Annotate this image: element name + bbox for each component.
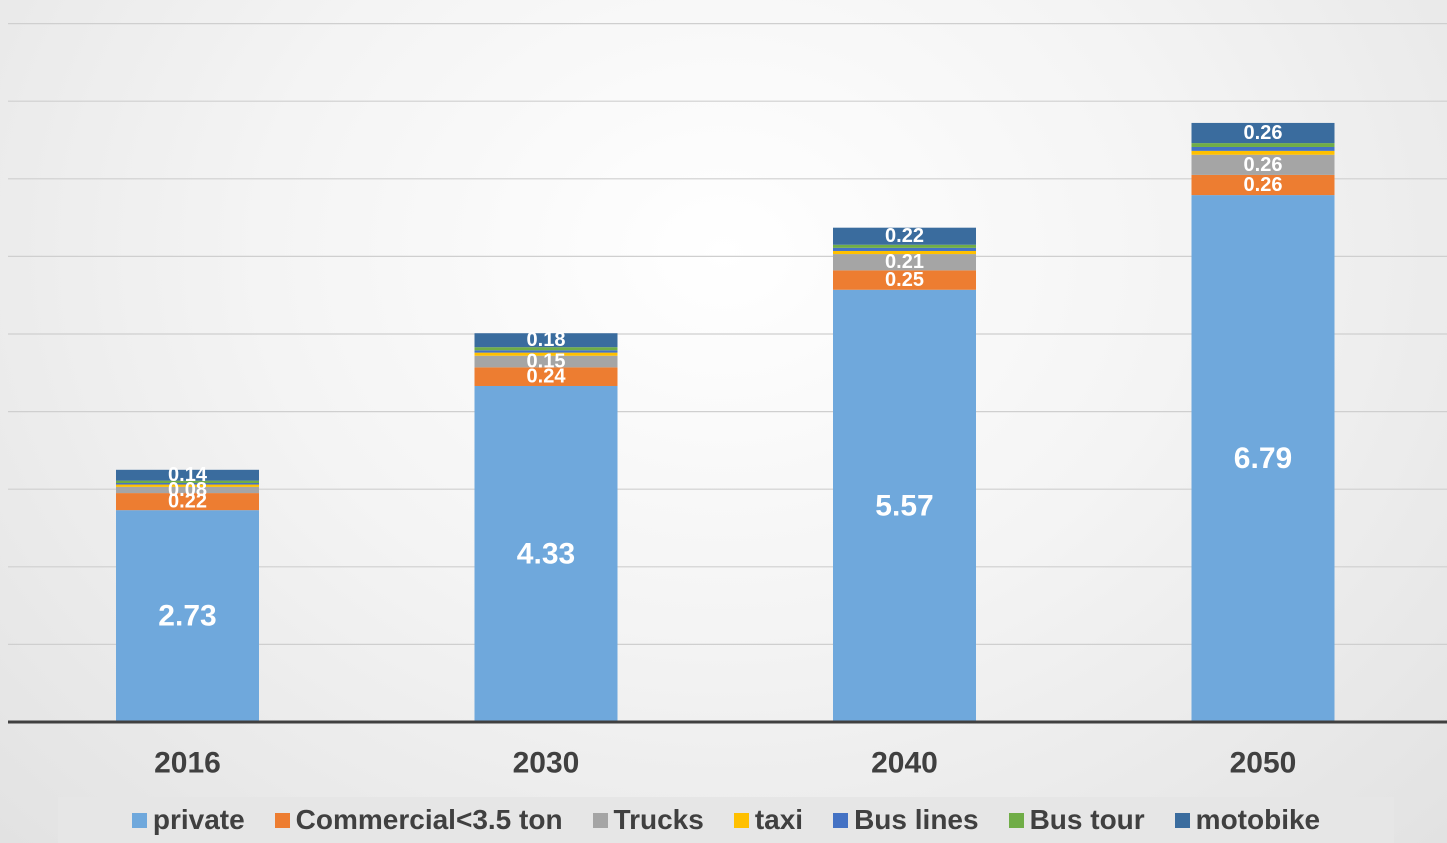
bar-segment-commercial-3-5-ton-2050 xyxy=(1191,174,1335,196)
bar-segment-private-2030 xyxy=(474,385,618,722)
legend-swatch-commercial-3-5-ton xyxy=(274,812,290,828)
bar-segment-bus-lines-2050 xyxy=(1191,146,1335,151)
data-label-private-2030: 4.33 xyxy=(517,537,575,570)
bar-segment-taxi-2040 xyxy=(833,250,976,255)
bar-segment-trucks-2040 xyxy=(833,254,976,271)
legend-swatch-taxi xyxy=(733,812,749,828)
data-label-private-2040: 5.57 xyxy=(875,489,933,522)
data-label-trucks-2040: 0.21 xyxy=(885,251,924,273)
bar-segment-trucks-2030 xyxy=(474,355,618,368)
bar-segment-taxi-2050 xyxy=(1191,150,1335,155)
data-label-motobike-2030: 0.18 xyxy=(527,329,566,351)
data-label-trucks-2030: 0.15 xyxy=(527,351,566,373)
bar-segment-bus-lines-2030 xyxy=(474,350,618,353)
legend-label-trucks: Trucks xyxy=(613,804,704,835)
legend-label-motobike: motobike xyxy=(1195,804,1321,835)
legend-label-commercial-3-5-ton: Commercial<3.5 ton xyxy=(295,804,563,835)
bar-segment-bus-tour-2030 xyxy=(474,347,618,351)
bar-segment-bus-tour-2040 xyxy=(833,244,976,248)
legend-swatch-bus-tour xyxy=(1008,812,1024,828)
bar-segment-bus-tour-2016 xyxy=(116,480,259,483)
legend-item-private: private xyxy=(131,804,245,836)
x-tick-label-2050: 2050 xyxy=(1230,747,1297,780)
data-label-motobike-2040: 0.22 xyxy=(885,225,924,247)
bar-segment-private-2040 xyxy=(833,289,976,722)
data-label-trucks-2050: 0.26 xyxy=(1244,154,1283,176)
legend-label-bus-lines: Bus lines xyxy=(854,804,979,835)
bar-segment-trucks-2016 xyxy=(116,486,259,494)
legend-item-commercial-3-5-ton: Commercial<3.5 ton xyxy=(274,804,563,836)
bar-segment-taxi-2016 xyxy=(116,484,259,487)
chart-legend: private Commercial<3.5 ton Trucks taxi Bus l… xyxy=(58,797,1394,843)
legend-label-taxi: taxi xyxy=(754,804,804,835)
bar-segment-private-2050 xyxy=(1191,195,1335,722)
legend-swatch-motobike xyxy=(1174,812,1190,828)
bar-segment-motobike-2030 xyxy=(474,333,618,348)
bar-segment-motobike-2050 xyxy=(1191,122,1335,144)
legend-label-private: private xyxy=(152,804,245,835)
data-label-commercial-3-5-ton-2030: 0.24 xyxy=(527,366,567,388)
x-tick-label-2040: 2040 xyxy=(871,747,938,780)
bar-segment-commercial-3-5-ton-2030 xyxy=(474,367,618,386)
legend-item-bus-tour: Bus tour xyxy=(1008,804,1145,836)
legend-item-taxi: taxi xyxy=(733,804,804,836)
bar-segment-motobike-2016 xyxy=(116,469,259,481)
x-tick-label-2030: 2030 xyxy=(513,747,580,780)
data-label-private-2016: 2.73 xyxy=(158,600,216,633)
data-label-commercial-3-5-ton-2040: 0.25 xyxy=(885,269,924,291)
x-tick-label-2016: 2016 xyxy=(154,747,221,780)
legend-swatch-bus-lines xyxy=(833,812,849,828)
bar-segment-commercial-3-5-ton-2016 xyxy=(116,493,259,511)
bar-segment-bus-tour-2050 xyxy=(1191,143,1335,147)
bar-segment-taxi-2030 xyxy=(474,352,618,356)
legend-item-motobike: motobike xyxy=(1174,804,1321,836)
bar-segment-private-2016 xyxy=(116,510,259,722)
data-label-trucks-2016: 0.08 xyxy=(168,479,207,501)
data-label-commercial-3-5-ton-2050: 0.26 xyxy=(1244,174,1283,196)
bar-segment-bus-lines-2016 xyxy=(116,482,259,485)
bar-segment-commercial-3-5-ton-2040 xyxy=(833,270,976,290)
data-label-private-2050: 6.79 xyxy=(1234,442,1292,475)
legend-label-bus-tour: Bus tour xyxy=(1029,804,1145,835)
legend-swatch-private xyxy=(131,812,147,828)
data-label-motobike-2050: 0.26 xyxy=(1244,122,1283,144)
legend-swatch-trucks xyxy=(592,812,608,828)
bar-segment-trucks-2050 xyxy=(1191,154,1335,175)
data-label-motobike-2016: 0.14 xyxy=(168,464,208,486)
data-label-commercial-3-5-ton-2016: 0.22 xyxy=(168,491,207,513)
bar-segment-motobike-2040 xyxy=(833,227,976,245)
legend-item-bus-lines: Bus lines xyxy=(833,804,979,836)
bar-segment-bus-lines-2040 xyxy=(833,247,976,251)
legend-item-trucks: Trucks xyxy=(592,804,704,836)
